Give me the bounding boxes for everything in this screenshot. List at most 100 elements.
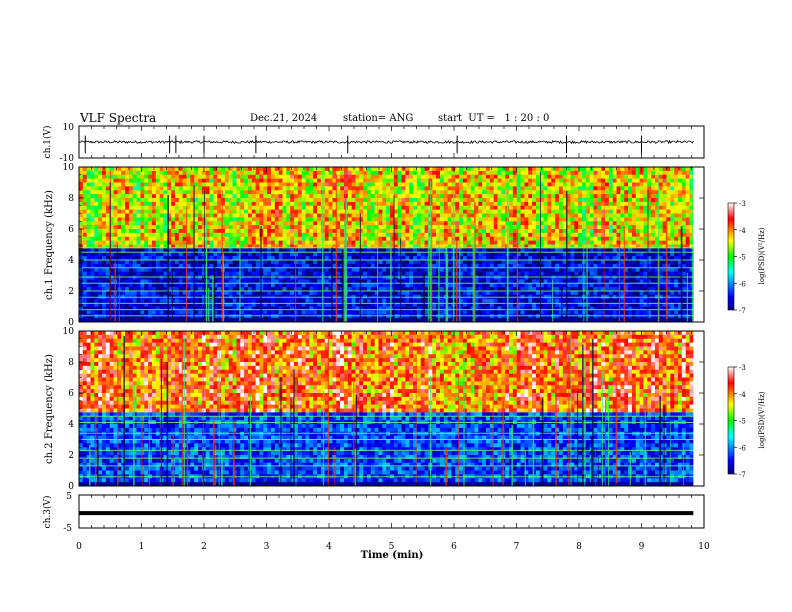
spectrogram-cell — [355, 178, 360, 183]
spectrogram-cell — [240, 252, 245, 257]
spectrogram-cell — [294, 209, 299, 214]
spectrogram-cell — [332, 213, 337, 218]
spectrogram-cell — [232, 318, 237, 323]
spectrogram-cell — [140, 310, 145, 315]
spectrogram-cell — [420, 248, 425, 253]
spectrogram-cell — [455, 170, 460, 176]
spectrogram-cell — [79, 213, 84, 218]
spectrogram-cell — [217, 318, 222, 323]
spectrogram-cell — [232, 279, 237, 284]
spectrogram-cell — [178, 201, 184, 207]
spectrogram-cell — [286, 182, 291, 187]
spectrogram-cell — [378, 236, 383, 242]
spectrogram-cell — [186, 314, 191, 319]
spectrogram-cell — [113, 178, 118, 183]
spectrogram-cell — [144, 198, 149, 203]
spectrogram-cell — [251, 271, 257, 276]
spectrogram-cell — [347, 314, 353, 319]
spectrogram-cell — [171, 318, 176, 323]
spectrogram-cell — [290, 314, 295, 319]
spectrogram-cell — [509, 248, 514, 253]
spectrogram-cell — [351, 217, 356, 222]
spectrogram-cell — [102, 275, 107, 280]
spectrogram-cell — [301, 310, 306, 315]
spectrogram-cell — [447, 217, 452, 222]
spectrogram-cell — [340, 244, 345, 249]
spectrogram-cell — [228, 318, 233, 323]
spectrogram-cell — [159, 194, 164, 199]
spectrogram-cell — [86, 240, 91, 245]
spectrogram-cell — [366, 178, 372, 183]
spectrogram-cell — [386, 167, 391, 172]
spectrogram-cell — [489, 178, 495, 183]
spectrogram-cell — [390, 298, 395, 304]
spectrogram-cell — [151, 244, 157, 249]
spectrogram-cell — [332, 252, 337, 257]
spectrogram-cell — [347, 318, 353, 323]
spectrogram-cell — [167, 267, 172, 273]
spectrogram-cell — [493, 298, 498, 304]
spectrogram-cell — [175, 240, 180, 245]
spectrogram-cell — [313, 174, 318, 180]
spectrogram-cell — [309, 252, 314, 257]
spectrogram-cell — [240, 205, 245, 211]
spectrogram-cell — [317, 287, 322, 292]
spectrogram-cell — [443, 217, 449, 222]
spectrogram-cell — [324, 291, 329, 296]
spectrogram-cell — [117, 198, 122, 203]
spectrogram-cell — [497, 302, 502, 307]
spectrogram-cell — [443, 198, 449, 203]
spectrogram-cell — [317, 194, 322, 199]
spectrogram-cell — [221, 170, 226, 176]
spectrogram-cell — [270, 182, 276, 187]
spectrogram-cell — [290, 209, 295, 214]
spectrogram-cell — [286, 306, 291, 311]
spectrogram-cell — [163, 178, 168, 183]
spectrogram-cell — [244, 213, 249, 218]
spectrogram-cell — [201, 260, 207, 265]
spectrogram-cell — [459, 225, 464, 230]
spectrogram-cell — [328, 302, 333, 307]
spectrogram-cell — [178, 194, 184, 199]
spectrogram-cell — [221, 229, 226, 234]
spectrogram-cell — [528, 232, 533, 238]
spectrogram-cell — [459, 271, 464, 276]
spectrogram-cell — [178, 279, 184, 284]
spectrogram-cell — [489, 244, 495, 249]
spectrogram-cell — [539, 263, 545, 269]
spectrogram-cell — [428, 178, 433, 183]
spectrogram-cell — [489, 283, 495, 288]
spectrogram-cell — [209, 178, 214, 183]
spectrogram-cell — [347, 209, 353, 214]
spectrogram-cell — [370, 225, 376, 230]
spectrogram-cell — [144, 201, 149, 207]
spectrogram-cell — [309, 213, 314, 218]
spectrogram-cell — [155, 298, 161, 304]
spectrogram-cell — [240, 298, 245, 304]
spectrogram-cell — [297, 229, 303, 234]
spectrogram-cell — [267, 275, 272, 280]
spectrogram-cell — [186, 287, 191, 292]
spectrogram-cell — [213, 236, 218, 242]
spectrogram-cell — [98, 167, 103, 172]
spectrogram-cell — [155, 236, 161, 242]
spectrogram-cell — [121, 236, 126, 242]
spectrogram-cell — [401, 275, 406, 280]
spectrogram-cell — [539, 283, 545, 288]
spectrogram-cell — [474, 298, 479, 304]
spectrogram-cell — [474, 182, 479, 187]
spectrogram-cell — [136, 314, 141, 319]
spectrogram-cell — [482, 229, 487, 234]
spectrogram-cell — [416, 318, 422, 323]
spectrogram-cell — [313, 232, 318, 238]
spectrogram-cell — [282, 318, 287, 323]
spectrogram-cell — [209, 236, 214, 242]
spectrogram-cell — [466, 209, 472, 214]
spectrogram-cell — [355, 279, 360, 284]
spectrogram-cell — [236, 263, 241, 269]
spectrogram-cell — [86, 256, 91, 261]
spectrogram-cell — [228, 232, 233, 238]
spectrogram-cell — [105, 275, 111, 280]
spectrogram-cell — [136, 279, 141, 284]
spectrogram-cell — [351, 182, 356, 187]
